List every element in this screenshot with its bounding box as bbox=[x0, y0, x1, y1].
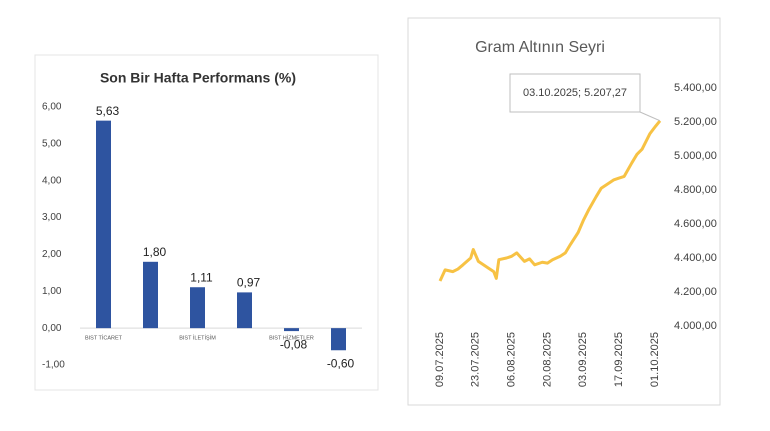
y-tick-label: 4.000,00 bbox=[674, 320, 717, 332]
y-tick-label: 4.600,00 bbox=[674, 218, 717, 230]
y-tick-label: 4.800,00 bbox=[674, 184, 717, 196]
x-tick-label: BIST TİCARET bbox=[85, 335, 123, 342]
y-tick-label: 4.200,00 bbox=[674, 286, 717, 298]
x-tick-label: BIST HİZMETLER bbox=[269, 335, 314, 342]
x-tick-label: 06.08.2025 bbox=[506, 332, 518, 387]
annotation: 03.10.2025; 5.207,27 bbox=[523, 87, 627, 99]
y-tick-label: 5.000,00 bbox=[674, 150, 717, 162]
y-tick-label: -1,00 bbox=[42, 360, 65, 371]
bar bbox=[331, 328, 346, 351]
value-label: 1,11 bbox=[190, 270, 213, 284]
x-tick-label: 09.07.2025 bbox=[434, 332, 446, 387]
bar bbox=[143, 261, 158, 329]
y-tick-label: 5.400,00 bbox=[674, 82, 717, 94]
chart-title: Son Bir Hafta Performans (%) bbox=[100, 70, 296, 86]
x-tick-label: 17.09.2025 bbox=[613, 332, 625, 387]
bar bbox=[237, 292, 252, 329]
line-series bbox=[438, 119, 662, 282]
bar bbox=[284, 328, 299, 332]
x-tick-label: 01.10.2025 bbox=[649, 332, 661, 387]
value-label: 5,63 bbox=[96, 104, 120, 118]
y-tick-label: 1,00 bbox=[42, 286, 62, 297]
y-tick-label: 4,00 bbox=[42, 175, 62, 186]
bar bbox=[190, 287, 205, 329]
x-tick-label: 23.07.2025 bbox=[470, 332, 482, 387]
value-label: -0,60 bbox=[327, 356, 355, 370]
y-tick-label: 5.200,00 bbox=[674, 116, 717, 128]
y-tick-label: 6,00 bbox=[42, 102, 62, 113]
callout-leader bbox=[639, 111, 661, 122]
x-tick-label: BIST İLETİŞİM bbox=[179, 335, 216, 342]
y-tick-label: 4.400,00 bbox=[674, 252, 717, 264]
callout-box bbox=[509, 73, 641, 113]
y-tick-label: 0,00 bbox=[42, 323, 62, 334]
x-tick-label: 03.09.2025 bbox=[577, 332, 589, 387]
y-tick-label: 5,00 bbox=[42, 138, 62, 149]
x-tick-label: 20.08.2025 bbox=[541, 332, 553, 387]
bar-panel bbox=[34, 54, 379, 391]
y-tick-label: 3,00 bbox=[42, 212, 62, 223]
bar bbox=[96, 120, 111, 329]
value-label: 1,80 bbox=[143, 245, 167, 259]
value-label: 0,97 bbox=[237, 276, 261, 290]
y-tick-label: 2,00 bbox=[42, 249, 62, 260]
value-label: -0,08 bbox=[280, 337, 308, 351]
chart-title: Gram Altının Seyri bbox=[475, 39, 605, 56]
